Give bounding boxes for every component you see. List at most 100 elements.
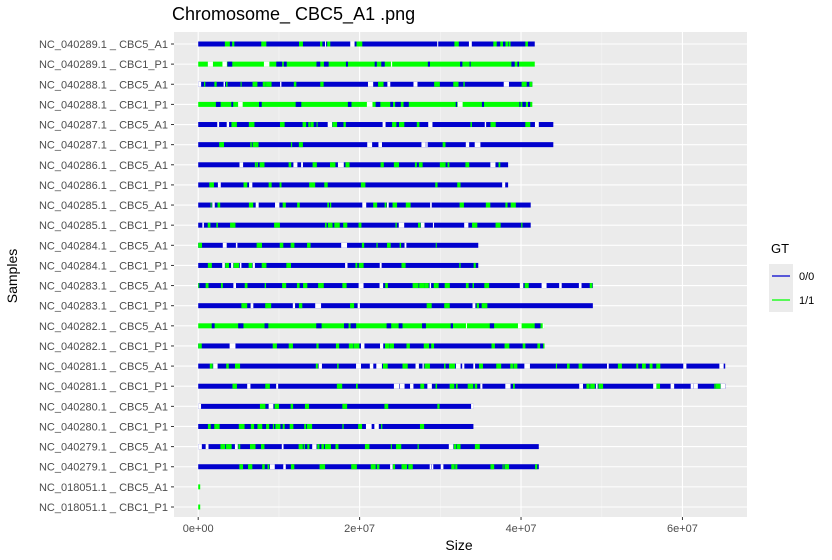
- genotype-segment: [315, 363, 318, 369]
- genotype-segment: [262, 81, 266, 87]
- genotype-segment: [261, 41, 267, 47]
- genotype-segment: [427, 61, 431, 67]
- genotype-segment: [367, 81, 374, 87]
- sample-row: [198, 484, 201, 490]
- genotype-segment: [420, 383, 425, 389]
- sample-row: [198, 262, 479, 268]
- y-tick-label: NC_040287.1 _ CBC1_P1: [39, 140, 168, 152]
- genotype-segment: [426, 303, 432, 309]
- genotype-segment: [606, 363, 609, 369]
- genotype-segment: [529, 81, 533, 87]
- genotype-segment: [276, 383, 279, 389]
- genotype-segment: [495, 222, 501, 228]
- genotype-segment: [503, 81, 509, 87]
- genotype-segment: [329, 162, 336, 168]
- genotype-segment: [298, 444, 303, 450]
- genotype-segment: [223, 81, 225, 87]
- genotype-segment: [424, 283, 429, 289]
- genotype-segment: [230, 222, 236, 228]
- genotype-segment: [337, 162, 344, 168]
- genotype-segment: [428, 122, 433, 128]
- genotype-segment: [424, 363, 430, 369]
- x-tick-label: 2e+07: [344, 523, 375, 535]
- genotype-segment: [543, 343, 545, 349]
- genotype-segment: [222, 262, 225, 268]
- genotype-segment: [442, 142, 446, 148]
- genotype-segment: [714, 383, 716, 389]
- genotype-segment: [227, 61, 233, 67]
- y-axis-title: Samples: [4, 249, 20, 303]
- genotype-segment: [555, 363, 558, 369]
- genotype-segment: [269, 464, 275, 470]
- genotype-segment: [293, 81, 297, 87]
- genotype-segment: [510, 363, 513, 369]
- genotype-segment: [381, 423, 383, 429]
- genotype-segment: [347, 101, 352, 107]
- genotype-segment: [226, 81, 228, 87]
- legend-title: GT: [771, 241, 789, 256]
- genotype-segment-base: [198, 41, 535, 47]
- legend-item: 0/0: [769, 264, 814, 288]
- genotype-segment: [348, 343, 354, 349]
- genotype-segment: [361, 242, 365, 248]
- genotype-segment: [367, 142, 373, 148]
- sample-row: [198, 41, 535, 47]
- genotype-segment: [656, 363, 661, 369]
- genotype-segment: [298, 142, 303, 148]
- genotype-segment: [412, 283, 419, 289]
- genotype-segment: [505, 383, 511, 389]
- y-tick-label: NC_040288.1 _ CBC1_P1: [39, 99, 168, 111]
- y-tick-label: NC_040281.1 _ CBC1_P1: [39, 381, 168, 393]
- genotype-segment: [617, 363, 622, 369]
- genotype-segment: [420, 222, 425, 228]
- genotype-segment: [254, 162, 257, 168]
- sample-row: [198, 444, 539, 450]
- sample-row: [198, 81, 533, 87]
- genotype-segment: [204, 81, 206, 87]
- genotype-segment: [467, 383, 474, 389]
- genotype-segment-base: [198, 222, 531, 228]
- genotype-segment: [212, 202, 215, 208]
- genotype-segment: [343, 222, 348, 228]
- y-tick-label: NC_040285.1 _ CBC5_A1: [39, 200, 168, 212]
- sample-row: [198, 61, 535, 67]
- genotype-segment: [248, 122, 255, 128]
- genotype-segment: [457, 101, 463, 107]
- genotype-segment: [234, 363, 241, 369]
- genotype-segment: [598, 383, 604, 389]
- genotype-segment: [567, 363, 570, 369]
- genotype-segment: [404, 242, 407, 248]
- genotype-segment: [356, 41, 363, 47]
- genotype-segment: [399, 242, 402, 248]
- genotype-segment: [670, 383, 675, 389]
- genotype-segment: [415, 363, 419, 369]
- legend-label: 1/1: [799, 295, 814, 307]
- genotype-segment: [465, 162, 470, 168]
- genotype-segment: [490, 464, 495, 470]
- genotype-segment: [283, 61, 287, 67]
- genotype-segment: [542, 323, 545, 329]
- genotype-segment: [255, 202, 259, 208]
- genotype-segment: [370, 464, 376, 470]
- genotype-segment: [500, 41, 503, 47]
- genotype-segment: [455, 363, 461, 369]
- genotype-segment: [366, 101, 373, 107]
- genotype-segment: [259, 101, 262, 107]
- genotype-segment: [378, 81, 384, 87]
- y-tick-label: NC_040279.1 _ CBC1_P1: [39, 462, 168, 474]
- genotype-segment: [465, 283, 469, 289]
- genotype-segment: [298, 41, 303, 47]
- genotype-segment: [342, 423, 344, 429]
- y-axis: NC_040289.1 _ CBC5_A1 NC_040289.1 _ CBC1_…: [39, 39, 174, 514]
- genotype-segment: [252, 262, 255, 268]
- y-tick-label: NC_040283.1 _ CBC1_P1: [39, 301, 168, 313]
- sample-row: [198, 423, 474, 429]
- genotype-segment: [290, 403, 294, 409]
- genotype-segment: [513, 383, 515, 389]
- genotype-segment: [307, 242, 311, 248]
- genotype-segment: [350, 41, 355, 47]
- genotype-segment: [376, 464, 380, 470]
- genotype-segment: [282, 202, 286, 208]
- genotype-segment: [419, 423, 425, 429]
- genotype-segment: [355, 262, 358, 268]
